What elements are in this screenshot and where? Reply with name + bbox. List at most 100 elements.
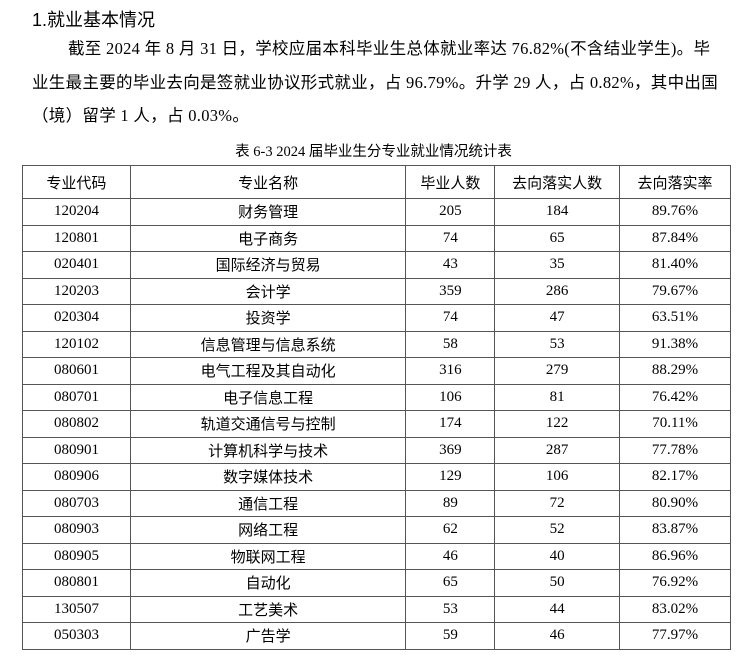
table-cell: 184 — [494, 198, 621, 226]
table-cell: 数字媒体技术 — [129, 463, 407, 491]
table-cell: 106 — [494, 463, 621, 491]
column-header: 去向落实人数 — [494, 165, 621, 199]
table-row: 120102 信息管理与信息系统 58 53 91.38% — [22, 330, 731, 358]
table-cell: 物联网工程 — [129, 542, 407, 570]
table-cell: 89 — [405, 489, 496, 517]
table-cell: 81 — [494, 383, 621, 411]
table-cell: 080903 — [22, 516, 131, 544]
table-row: 130507 工艺美术 53 44 83.02% — [22, 595, 731, 623]
table-row: 080801 自动化 65 50 76.92% — [22, 569, 731, 597]
table-cell: 广告学 — [129, 622, 407, 650]
table-cell: 82.17% — [619, 463, 731, 491]
table-cell: 080801 — [22, 569, 131, 597]
table-cell: 电子商务 — [129, 224, 407, 252]
table-cell: 83.02% — [619, 595, 731, 623]
table-row: 080903 网络工程 62 52 83.87% — [22, 516, 731, 544]
table-cell: 47 — [494, 304, 621, 332]
table-cell: 网络工程 — [129, 516, 407, 544]
table-row: 120801 电子商务 74 65 87.84% — [22, 224, 731, 252]
table-cell: 35 — [494, 251, 621, 279]
column-header: 去向落实率 — [619, 165, 731, 199]
table-cell: 44 — [494, 595, 621, 623]
table-caption: 表 6-3 2024 届毕业生分专业就业情况统计表 — [235, 144, 512, 160]
table-cell: 财务管理 — [129, 198, 407, 226]
table-row: 080601 电气工程及其自动化 316 279 88.29% — [22, 357, 731, 385]
table-cell: 130507 — [22, 595, 131, 623]
table-cell: 080906 — [22, 463, 131, 491]
table-cell: 316 — [405, 357, 496, 385]
table-cell: 080802 — [22, 410, 131, 438]
table-cell: 286 — [494, 277, 621, 305]
table-cell: 通信工程 — [129, 489, 407, 517]
table-cell: 46 — [494, 622, 621, 650]
table-cell: 080701 — [22, 383, 131, 411]
table-cell: 43 — [405, 251, 496, 279]
table-cell: 46 — [405, 542, 496, 570]
table-cell: 电气工程及其自动化 — [129, 357, 407, 385]
table-cell: 91.38% — [619, 330, 731, 358]
table-cell: 81.40% — [619, 251, 731, 279]
table-cell: 79.67% — [619, 277, 731, 305]
table-cell: 投资学 — [129, 304, 407, 332]
table-cell: 74 — [405, 224, 496, 252]
table-cell: 62 — [405, 516, 496, 544]
table-cell: 会计学 — [129, 277, 407, 305]
table-cell: 77.78% — [619, 436, 731, 464]
table-cell: 080905 — [22, 542, 131, 570]
table-row: 080802 轨道交通信号与控制 174 122 70.11% — [22, 410, 731, 438]
table-cell: 76.92% — [619, 569, 731, 597]
table-cell: 信息管理与信息系统 — [129, 330, 407, 358]
column-header: 专业代码 — [22, 165, 131, 199]
table-cell: 88.29% — [619, 357, 731, 385]
column-header: 毕业人数 — [405, 165, 496, 199]
table-cell: 计算机科学与技术 — [129, 436, 407, 464]
table-cell: 58 — [405, 330, 496, 358]
table-cell: 050303 — [22, 622, 131, 650]
table-cell: 205 — [405, 198, 496, 226]
column-header: 专业名称 — [129, 165, 407, 199]
table-cell: 76.42% — [619, 383, 731, 411]
table-cell: 369 — [405, 436, 496, 464]
table-cell: 国际经济与贸易 — [129, 251, 407, 279]
table-cell: 70.11% — [619, 410, 731, 438]
table-cell: 87.84% — [619, 224, 731, 252]
table-cell: 287 — [494, 436, 621, 464]
table-row: 120203 会计学 359 286 79.67% — [22, 277, 731, 305]
table-cell: 080703 — [22, 489, 131, 517]
table-cell: 50 — [494, 569, 621, 597]
table-cell: 65 — [494, 224, 621, 252]
table-row: 080703 通信工程 89 72 80.90% — [22, 489, 731, 517]
table-cell: 020304 — [22, 304, 131, 332]
table-cell: 77.97% — [619, 622, 731, 650]
table-cell: 74 — [405, 304, 496, 332]
table-cell: 52 — [494, 516, 621, 544]
table-cell: 122 — [494, 410, 621, 438]
table-cell: 63.51% — [619, 304, 731, 332]
table-cell: 120102 — [22, 330, 131, 358]
table-row: 080906 数字媒体技术 129 106 82.17% — [22, 463, 731, 491]
table-row: 020304 投资学 74 47 63.51% — [22, 304, 731, 332]
summary-paragraph: 截至 2024 年 8 月 31 日，学校应届本科毕业生总体就业率达 76.82… — [32, 39, 718, 125]
table-row: 120204 财务管理 205 184 89.76% — [22, 198, 731, 226]
table-cell: 080601 — [22, 357, 131, 385]
table-cell: 120801 — [22, 224, 131, 252]
table-cell: 72 — [494, 489, 621, 517]
section-heading: 1.就业基本情况 — [32, 10, 156, 30]
table-row: 080905 物联网工程 46 40 86.96% — [22, 542, 731, 570]
table-row: 050303 广告学 59 46 77.97% — [22, 622, 731, 650]
table-cell: 轨道交通信号与控制 — [129, 410, 407, 438]
table-cell: 86.96% — [619, 542, 731, 570]
table-cell: 120204 — [22, 198, 131, 226]
table-cell: 080901 — [22, 436, 131, 464]
table-cell: 自动化 — [129, 569, 407, 597]
table-cell: 106 — [405, 383, 496, 411]
table-cell: 59 — [405, 622, 496, 650]
table-cell: 120203 — [22, 277, 131, 305]
table-cell: 359 — [405, 277, 496, 305]
table-cell: 40 — [494, 542, 621, 570]
table-cell: 53 — [494, 330, 621, 358]
table-cell: 174 — [405, 410, 496, 438]
table-cell: 83.87% — [619, 516, 731, 544]
table-cell: 129 — [405, 463, 496, 491]
table-cell: 65 — [405, 569, 496, 597]
